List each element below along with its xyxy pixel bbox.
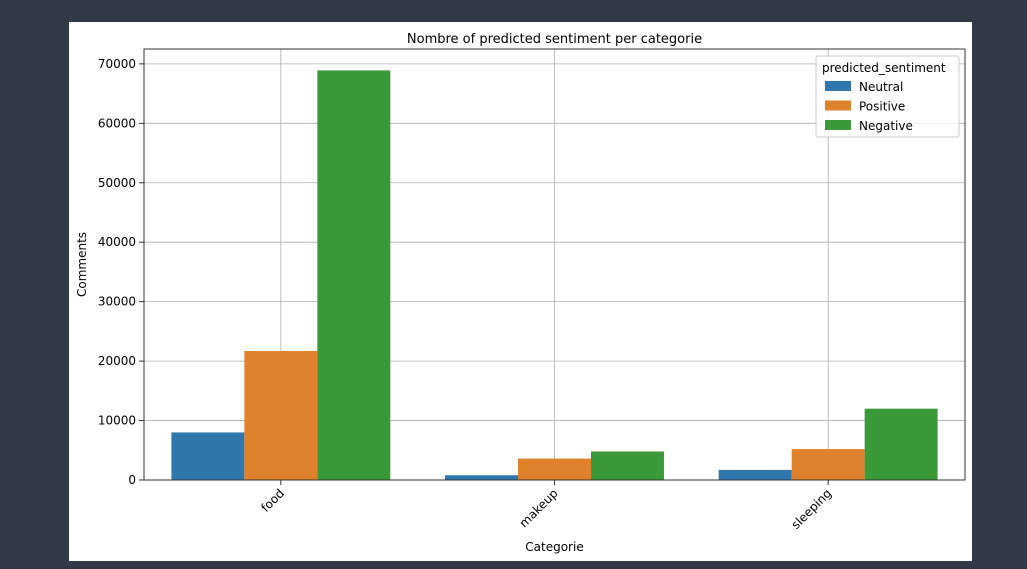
chart-figure: 0 10000 20000 30000 40000 50000 60000 70000 foo… <box>69 22 972 561</box>
bar-makeup-positive <box>518 458 591 480</box>
bar-makeup-neutral <box>445 475 519 480</box>
bar-makeup-negative <box>590 451 664 480</box>
y-tick-label: 20000 <box>98 354 136 368</box>
legend-swatch-positive <box>825 100 851 111</box>
y-tick-label: 40000 <box>98 235 136 249</box>
x-tick-label-food: food <box>258 486 287 515</box>
bar-sleeping-neutral <box>718 469 792 480</box>
bar-food-neutral <box>171 432 245 480</box>
y-axis-ticks: 0 10000 20000 30000 40000 50000 60000 70000 <box>98 57 144 487</box>
x-axis-ticks: food makeup sleeping <box>258 480 834 532</box>
bar-food-negative <box>317 70 391 481</box>
x-tick-label-makeup: makeup <box>517 486 561 530</box>
y-tick-label: 10000 <box>98 414 136 428</box>
chart-title: Nombre of predicted sentiment per catego… <box>407 32 702 47</box>
y-axis-label: Comments <box>75 232 89 297</box>
legend-label-negative: Negative <box>859 119 913 133</box>
legend-label-neutral: Neutral <box>859 80 903 94</box>
y-tick-label: 60000 <box>98 116 136 130</box>
legend-label-positive: Positive <box>859 100 905 114</box>
bar-sleeping-positive <box>791 449 865 480</box>
legend-swatch-neutral <box>825 81 851 91</box>
bar-sleeping-negative <box>864 408 938 480</box>
legend-swatch-negative <box>825 120 851 130</box>
legend-title: predicted_sentiment <box>822 61 946 75</box>
bar-food-positive <box>244 350 318 480</box>
legend-box <box>815 55 960 138</box>
y-tick-label: 70000 <box>98 57 136 71</box>
y-tick-label: 0 <box>128 473 136 487</box>
bar-chart: 0 10000 20000 30000 40000 50000 60000 70000 foo… <box>75 32 966 554</box>
y-tick-label: 30000 <box>98 295 136 309</box>
x-axis-label: Categorie <box>525 540 583 554</box>
x-tick-label-sleeping: sleeping <box>789 486 835 532</box>
legend: predicted_sentiment Neutral Positive Negat… <box>815 55 960 138</box>
bars <box>171 70 938 481</box>
y-tick-label: 50000 <box>98 176 136 190</box>
